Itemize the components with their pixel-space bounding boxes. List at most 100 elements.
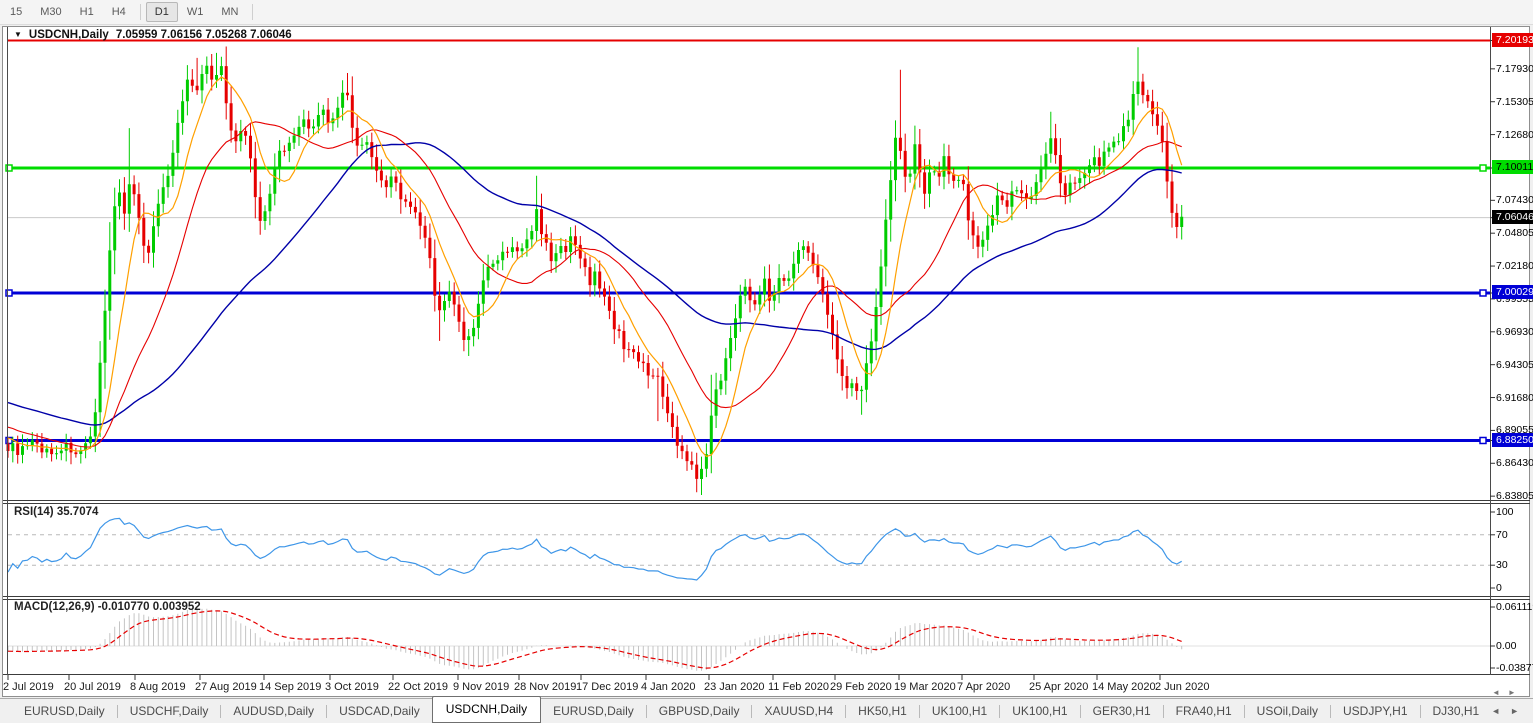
price-axis-label: 6.94305: [1496, 358, 1533, 371]
tab-eurusd-daily[interactable]: EURUSD,Daily: [24, 704, 105, 718]
tab-separator: [1419, 704, 1421, 718]
price-axis-label: 6.91680: [1496, 391, 1533, 404]
tab-uk100-h1[interactable]: UK100,H1: [1012, 704, 1068, 718]
tab-audusd-daily[interactable]: AUDUSD,Daily: [233, 704, 315, 718]
timeframe-button-M30[interactable]: M30: [40, 6, 62, 18]
tab-separator: [751, 704, 753, 718]
price-axis-label: 7.04805: [1496, 227, 1533, 240]
chart-scroll-arrows: ◄ ►: [1492, 688, 1516, 697]
toolbar-separator: [139, 4, 141, 20]
rsi-line: [7, 517, 1182, 581]
tab-scroll-arrows: ◄ ►: [1491, 706, 1533, 716]
tab-eurusd-daily[interactable]: EURUSD,Daily: [553, 704, 634, 718]
date-axis-label: 29 Feb 2020: [830, 681, 892, 693]
tab-separator: [1243, 704, 1245, 718]
tab-usdcnh-daily[interactable]: USDCNH,Daily: [431, 695, 542, 723]
tab-scroll-left-icon[interactable]: ◄: [1491, 706, 1501, 716]
scroll-left-icon[interactable]: ◄: [1492, 688, 1500, 697]
tab-usdjpy-h1[interactable]: USDJPY,H1: [1343, 704, 1408, 718]
price-badge: 7.00029: [1492, 285, 1533, 299]
ma-slow-line: [7, 142, 1182, 426]
tab-dj30-h1[interactable]: DJ30,H1: [1432, 704, 1480, 718]
date-axis-label: 14 Sep 2019: [259, 681, 322, 693]
macd-indicator-label: MACD(12,26,9) -0.010770 0.003952: [14, 601, 201, 613]
timeframe-button-15[interactable]: 15: [10, 6, 23, 18]
date-axis-label: 17 Dec 2019: [576, 681, 639, 693]
line-handle-icon: [5, 289, 13, 297]
tab-separator: [1330, 704, 1332, 718]
tab-ger30-h1[interactable]: GER30,H1: [1092, 704, 1151, 718]
price-axis-label: 6.83805: [1496, 490, 1533, 503]
tab-separator: [999, 704, 1001, 718]
price-axis-label: 7.17930: [1496, 62, 1533, 75]
line-handle-icon: [1479, 164, 1487, 172]
chart-tab-bar: EURUSD,Daily USDCHF,Daily AUDUSD,Daily USDC…: [0, 695, 1533, 723]
date-axis-label: 28 Nov 2019: [514, 681, 577, 693]
date-axis-label: 27 Aug 2019: [195, 681, 257, 693]
rsi-scale-label: 70: [1496, 528, 1508, 541]
price-badge: 7.20193: [1492, 32, 1533, 47]
tab-fra40-h1[interactable]: FRA40,H1: [1175, 704, 1232, 718]
tab-usdcad-daily[interactable]: USDCAD,Daily: [339, 704, 420, 718]
price-badge: 7.06046: [1492, 209, 1533, 224]
tab-uk100-h1[interactable]: UK100,H1: [931, 704, 988, 718]
macd-signal-line: [7, 610, 1182, 669]
toolbar-separator: [252, 4, 254, 20]
bull-candle-wicks: [12, 47, 1183, 495]
price-axis-label: 7.02180: [1496, 260, 1533, 273]
date-axis-label: 19 Mar 2020: [894, 681, 956, 693]
line-handle-icon: [1479, 436, 1487, 445]
chart-ohlc-values: 7.05959 7.06156 7.05268 7.06046: [115, 29, 292, 41]
price-axis-label: 7.07430: [1496, 194, 1533, 207]
line-handle-icon: [5, 164, 13, 172]
date-axis-label: 2 Jul 2019: [3, 681, 54, 693]
tab-usoil-daily[interactable]: USOil,Daily: [1256, 704, 1319, 718]
rsi-indicator-label: RSI(14) 35.7074: [14, 506, 99, 518]
ma-mid-line: [7, 121, 1182, 448]
timeframe-button-W1[interactable]: W1: [186, 6, 204, 18]
date-axis-label: 14 May 2020: [1092, 681, 1156, 693]
date-axis-label: 25 Apr 2020: [1029, 681, 1089, 693]
tab-separator: [326, 704, 328, 718]
date-axis-label: 22 Oct 2019: [388, 681, 448, 693]
price-axis-label: 7.15305: [1496, 95, 1533, 108]
price-badge: 6.88250: [1492, 432, 1533, 447]
date-axis-label: 11 Feb 2020: [768, 681, 829, 693]
macd-scale-label: -0.038777: [1496, 662, 1533, 674]
line-handle-icon: [1479, 289, 1487, 297]
price-badge: 7.10011: [1492, 160, 1533, 174]
tab-gbpusd-daily[interactable]: GBPUSD,Daily: [658, 704, 740, 718]
tab-separator: [845, 704, 847, 718]
timeframe-button-MN[interactable]: MN: [221, 6, 239, 18]
tab-scroll-right-icon[interactable]: ►: [1510, 706, 1520, 716]
scroll-right-icon[interactable]: ►: [1507, 688, 1516, 697]
timeframe-button-D1[interactable]: D1: [145, 2, 178, 22]
tab-separator: [918, 704, 920, 718]
date-axis-label: 9 Nov 2019: [453, 681, 510, 693]
date-axis-label: 2 Jun 2020: [1155, 681, 1210, 693]
rsi-scale-label: 30: [1496, 559, 1508, 572]
ma-fast-line: [7, 76, 1183, 458]
macd-histogram: [7, 608, 1183, 671]
bull-candle-bodies: [11, 65, 1184, 480]
tab-usdchf-daily[interactable]: USDCHF,Daily: [129, 704, 209, 718]
price-axis-label: 6.86430: [1496, 457, 1533, 470]
timeframe-toolbar: 15 M30 H1 H4 D1 W1 MN: [0, 0, 1533, 25]
date-axis-label: 4 Jan 2020: [641, 681, 696, 693]
price-axis-label: 6.96930: [1496, 325, 1533, 338]
date-axis-label: 20 Jul 2019: [64, 681, 121, 693]
date-axis-label: 7 Apr 2020: [957, 681, 1011, 693]
tab-xauusd-h4[interactable]: XAUUSD,H4: [764, 704, 834, 718]
tab-separator: [220, 704, 222, 718]
chart-symbol-label: USDCNH,Daily: [28, 29, 109, 41]
date-axis-label: 23 Jan 2020: [704, 681, 765, 693]
tab-separator: [1079, 704, 1081, 718]
chevron-down-icon[interactable]: ▼: [14, 29, 22, 39]
timeframe-button-H4[interactable]: H4: [111, 6, 126, 18]
macd-scale-label: 0.00: [1496, 640, 1517, 652]
timeframe-button-H1[interactable]: H1: [79, 6, 94, 18]
date-axis-label: 8 Aug 2019: [130, 681, 186, 693]
tab-hk50-h1[interactable]: HK50,H1: [858, 704, 907, 718]
